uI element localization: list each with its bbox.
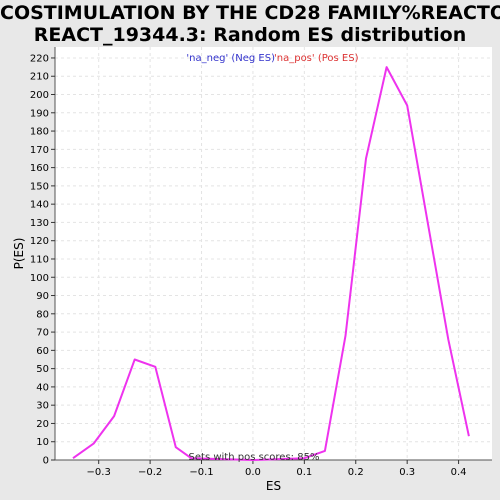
y-tick-label: 130 <box>30 218 49 229</box>
y-tick-label: 220 <box>30 53 49 64</box>
x-tick-label: −0.3 <box>87 467 111 478</box>
series-line <box>72 66 470 461</box>
y-tick-label: 150 <box>30 181 49 192</box>
y-tick-label: 20 <box>36 419 49 430</box>
legend-item-neg: 'na_neg' (Neg ES) <box>186 53 275 64</box>
x-tick-label: −0.1 <box>189 467 213 478</box>
y-tick-label: 40 <box>36 382 49 393</box>
y-tick-label: 90 <box>36 291 49 302</box>
y-tick-label: 30 <box>36 401 49 412</box>
pos-scores-annotation: Sets with pos scores: 85% <box>189 452 320 463</box>
x-tick-label: 0.1 <box>296 467 312 478</box>
y-tick-label: 0 <box>43 456 49 467</box>
x-tick-label: 0.0 <box>245 467 261 478</box>
y-tick-label: 160 <box>30 163 49 174</box>
chart-title-line-2: REACT_19344.3: Random ES distribution <box>33 24 467 46</box>
y-tick-label: 140 <box>30 200 49 211</box>
y-tick-label: 120 <box>30 236 49 247</box>
chart-title-line-1: COSTIMULATION BY THE CD28 FAMILY%REACTOM… <box>0 2 500 24</box>
x-axis-label: ES <box>266 479 281 493</box>
y-tick-label: 10 <box>36 437 49 448</box>
y-tick-label: 70 <box>36 328 49 339</box>
legend-item-pos: 'na_pos' (Pos ES) <box>274 53 359 64</box>
y-tick-label: 80 <box>36 309 49 320</box>
x-tick-label: 0.3 <box>399 467 415 478</box>
x-tick-label: 0.2 <box>348 467 364 478</box>
x-tick-label: −0.2 <box>138 467 162 478</box>
x-tick-label: 0.4 <box>451 467 467 478</box>
y-tick-label: 50 <box>36 364 49 375</box>
y-tick-label: 190 <box>30 108 49 119</box>
y-tick-label: 200 <box>30 90 49 101</box>
y-tick-label: 100 <box>30 273 49 284</box>
y-tick-label: 210 <box>30 72 49 83</box>
y-tick-label: 110 <box>30 254 49 265</box>
y-tick-label: 170 <box>30 145 49 156</box>
y-tick-label: 60 <box>36 346 49 357</box>
y-axis-label: P(ES) <box>12 238 26 270</box>
plot-area <box>55 47 492 460</box>
y-tick-label: 180 <box>30 127 49 138</box>
